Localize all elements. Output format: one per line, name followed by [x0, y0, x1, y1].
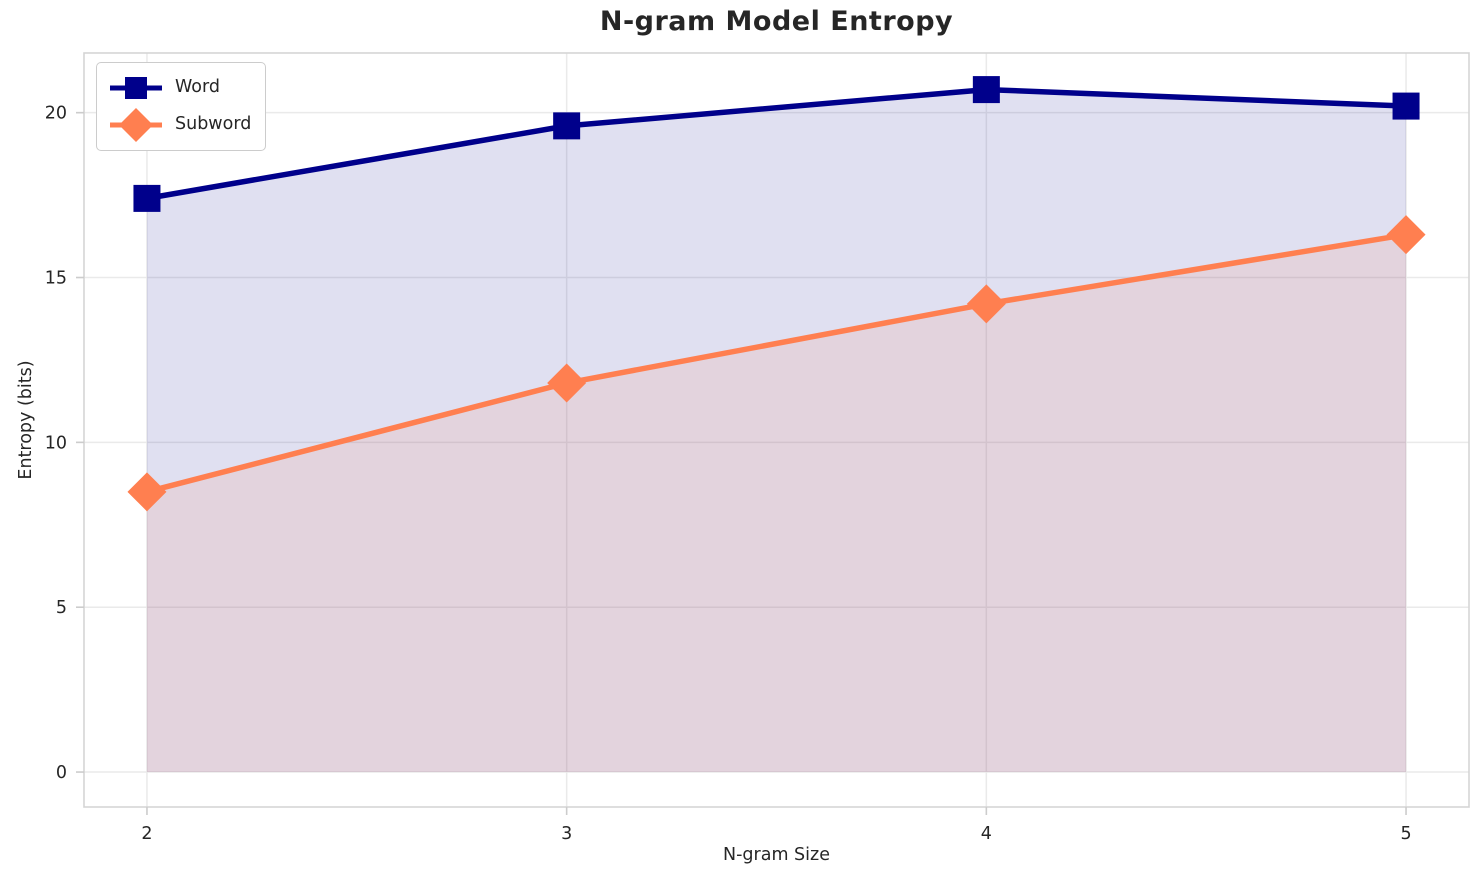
chart-title: N-gram Model Entropy [599, 6, 954, 37]
legend-label-subword: Subword [175, 114, 252, 135]
area-subword [146, 234, 1407, 773]
y-axis-label: Entropy (bits) [16, 360, 36, 480]
y-tick-label: 20 [45, 104, 67, 124]
legend: Word Subword [96, 62, 267, 151]
marker-subword [127, 472, 167, 512]
marker-subword [966, 284, 1006, 324]
marker-word [972, 76, 1000, 104]
legend-label-word: Word [175, 77, 220, 98]
plot-border [83, 52, 1470, 808]
marker-word [553, 112, 581, 140]
x-tick-label: 3 [561, 824, 572, 844]
x-tick-label: 4 [981, 824, 992, 844]
word-line-marker-swatch [110, 77, 162, 99]
line-word [144, 86, 1409, 202]
y-tick-label: 0 [56, 763, 67, 783]
y-tick-label: 15 [45, 269, 67, 289]
marker-subword [1386, 215, 1426, 255]
x-axis-label: N-gram Size [723, 845, 830, 865]
subword-line-marker-swatch [110, 108, 162, 142]
y-tick-label: 10 [45, 433, 67, 453]
marker-word [1392, 92, 1420, 120]
y-tick-label: 5 [56, 598, 67, 618]
line-subword [144, 231, 1409, 495]
x-tick-label: 2 [141, 824, 152, 844]
x-tick-label: 5 [1400, 824, 1411, 844]
area-word [146, 89, 1407, 773]
legend-item-word: Word [107, 70, 251, 106]
marker-word [133, 184, 161, 212]
marker-subword [547, 363, 587, 403]
legend-item-subword: Subword [107, 107, 251, 143]
